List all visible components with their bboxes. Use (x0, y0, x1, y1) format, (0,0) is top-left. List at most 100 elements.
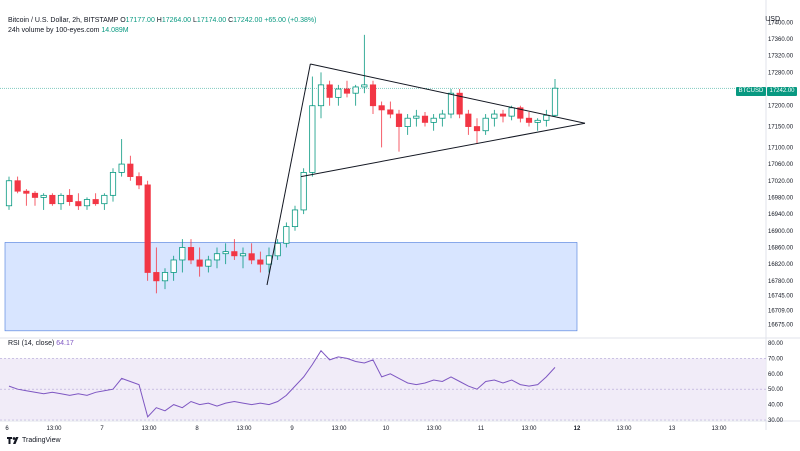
rsi-label[interactable]: RSI (14, close) (8, 340, 55, 347)
candle-body[interactable] (205, 259, 212, 267)
candle-body[interactable] (430, 117, 437, 123)
candle-body[interactable] (179, 247, 186, 261)
demand-zone-rectangle[interactable] (4, 242, 578, 332)
candle-body[interactable] (300, 172, 307, 211)
time-axis-label: 6 (5, 426, 9, 432)
candle-body[interactable] (378, 105, 385, 111)
candle-body[interactable] (525, 117, 533, 123)
candle-body[interactable] (317, 84, 325, 107)
volume-value: 14.089M (101, 27, 129, 34)
candle-body[interactable] (387, 109, 394, 115)
time-axis-label: 13 (669, 426, 676, 432)
candle-body[interactable] (83, 199, 91, 207)
candle-body[interactable] (473, 126, 481, 132)
candle-body[interactable] (144, 184, 151, 273)
candle-body[interactable] (309, 105, 316, 173)
candle-body[interactable] (57, 194, 65, 205)
candle-body[interactable] (517, 107, 524, 119)
price-axis-label: 17320.00 (768, 54, 794, 60)
candle-body[interactable] (456, 92, 463, 115)
candle-body[interactable] (413, 115, 420, 119)
candle-body[interactable] (439, 113, 446, 119)
currency-label[interactable]: USD (765, 16, 780, 23)
candle-body[interactable] (196, 259, 203, 267)
candle-body[interactable] (92, 199, 99, 205)
candle-body[interactable] (508, 107, 515, 117)
rsi-value: 64.17 (56, 340, 74, 347)
rsi-band (0, 358, 766, 420)
price-axis-label: 16860.00 (768, 245, 794, 251)
volume-label[interactable]: 24h volume by 100-eyes.com (8, 27, 100, 34)
symbol-legend: Bitcoin / U.S. Dollar, 2h, BITSTAMP O171… (8, 16, 316, 36)
candle-body[interactable] (187, 247, 195, 261)
candle-body[interactable] (404, 117, 411, 127)
price-axis-label: 16980.00 (768, 195, 794, 201)
candle-body[interactable] (222, 251, 229, 255)
symbol-price-tag: BTCUSD (736, 87, 766, 96)
candle-body[interactable] (231, 251, 238, 257)
candle-body[interactable] (551, 87, 559, 116)
price-axis-label: 17360.00 (768, 37, 794, 43)
time-axis-label: 11 (478, 426, 485, 432)
candle-body[interactable] (343, 88, 351, 94)
time-axis-label: 13:00 (331, 426, 347, 432)
candle-body[interactable] (257, 259, 264, 265)
candle-body[interactable] (543, 114, 550, 121)
candle-body[interactable] (283, 226, 290, 244)
candle-body[interactable] (248, 253, 255, 261)
candle-body[interactable] (23, 190, 30, 194)
time-axis-label: 13:00 (141, 426, 157, 432)
candle-body[interactable] (369, 84, 377, 107)
candle-body[interactable] (421, 115, 429, 123)
footer-brand[interactable]: TradingView (7, 437, 61, 444)
impulse-leg-line[interactable] (266, 63, 311, 286)
price-axis-label: 16745.00 (768, 293, 794, 299)
candle-body[interactable] (499, 113, 507, 117)
rsi-axis-label: 60.00 (768, 372, 784, 378)
time-axis-label: 13:00 (711, 426, 727, 432)
candle-body[interactable] (352, 86, 359, 94)
candle-body[interactable] (49, 194, 56, 205)
time-axis-label: 13:00 (46, 426, 62, 432)
price-axis-label: 17200.00 (768, 104, 794, 110)
candle-body[interactable] (118, 163, 125, 173)
candle-body[interactable] (361, 84, 368, 88)
candle-body[interactable] (291, 209, 299, 228)
candle-body[interactable] (465, 113, 472, 127)
candle-body[interactable] (75, 201, 82, 207)
candle-body[interactable] (161, 272, 169, 282)
candle-body[interactable] (534, 119, 541, 123)
price-axis-label: 17280.00 (768, 70, 794, 76)
candle-body[interactable] (109, 172, 117, 196)
candle-body[interactable] (66, 194, 73, 202)
ohlc-c-value: 17242.00 (233, 17, 263, 24)
candle-body[interactable] (170, 259, 177, 273)
candle-body[interactable] (213, 253, 221, 261)
candle-body[interactable] (395, 113, 403, 127)
candle-body[interactable] (482, 117, 489, 132)
ohlc-o-label: O (120, 17, 126, 24)
candle-body[interactable] (491, 113, 498, 119)
candle-body[interactable] (5, 180, 13, 207)
price-axis-label: 16780.00 (768, 279, 794, 285)
candle-body[interactable] (14, 180, 21, 192)
candle-body[interactable] (153, 272, 160, 282)
candle-body[interactable] (101, 194, 108, 205)
candle-body[interactable] (239, 253, 247, 257)
candle-body[interactable] (274, 242, 281, 257)
candle-body[interactable] (326, 84, 333, 98)
candle-body[interactable] (447, 92, 455, 115)
candle-body[interactable] (127, 163, 134, 177)
candle-body[interactable] (135, 176, 143, 186)
rsi-line[interactable] (8, 349, 556, 418)
triangle-upper-line[interactable] (310, 63, 586, 124)
candle-body[interactable] (335, 88, 342, 98)
candle-body[interactable] (31, 192, 39, 198)
price-axis-label: 17150.00 (768, 125, 794, 131)
symbol-title[interactable]: Bitcoin / U.S. Dollar, 2h, BITSTAMP (8, 17, 119, 24)
triangle-lower-line[interactable] (300, 122, 586, 178)
price-axis-label: 17060.00 (768, 162, 794, 168)
candle-body[interactable] (40, 194, 47, 198)
